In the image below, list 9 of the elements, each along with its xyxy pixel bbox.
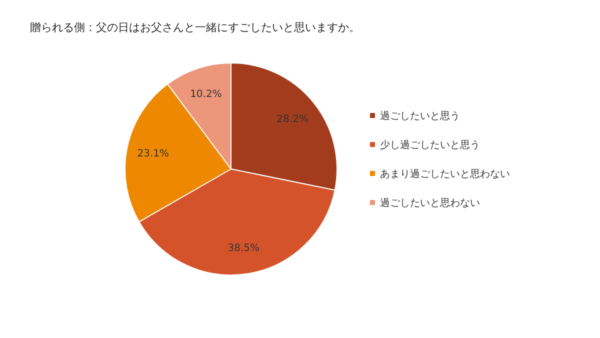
data-label: 38.5% [228, 242, 260, 254]
data-label: 23.1% [137, 148, 170, 160]
legend-label: 過ごしたいと思わない [380, 198, 480, 209]
legend-label: 過ごしたいと思う [380, 111, 460, 122]
legend-label: 少し過ごしたいと思う [380, 139, 480, 151]
data-label: 10.2% [190, 89, 222, 100]
chart-title: 贈られる側：父の日はお父さんと一緒にすごしたいと思いますか。 [30, 21, 360, 34]
legend-label: あまり過ごしたいと思わない [380, 169, 510, 180]
data-label: 28.2% [276, 114, 308, 126]
